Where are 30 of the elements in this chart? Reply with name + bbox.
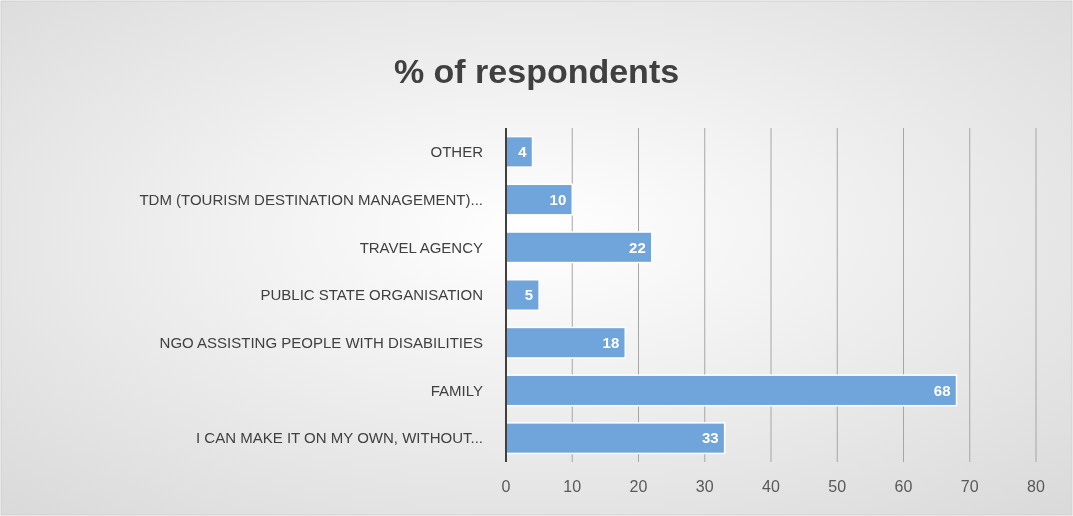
data-label: 33 xyxy=(701,429,719,447)
x-tick-label: 50 xyxy=(828,478,847,495)
x-tick-label: 0 xyxy=(501,478,511,495)
data-label: 68 xyxy=(933,381,951,399)
x-tick-label: 40 xyxy=(762,478,780,495)
x-tick-label: 30 xyxy=(695,478,714,495)
bar xyxy=(505,231,653,264)
x-tick-label: 70 xyxy=(960,478,979,495)
data-label: 22 xyxy=(629,238,646,256)
y-tick-label: FAMILY xyxy=(430,381,483,399)
y-tick-label: I CAN MAKE IT ON MY OWN, WITHOUT... xyxy=(196,429,483,447)
x-tick-label: 20 xyxy=(629,478,648,495)
x-tick-label: 80 xyxy=(1027,478,1045,495)
bar xyxy=(505,326,626,359)
y-tick-label: TRAVEL AGENCY xyxy=(359,238,483,256)
chart-title: % of respondents xyxy=(393,52,680,90)
data-label: 10 xyxy=(549,190,567,208)
bar xyxy=(505,278,540,312)
y-tick-label: OTHER xyxy=(430,143,484,161)
y-tick-label: PUBLIC STATE ORGANISATION xyxy=(260,286,483,304)
bar xyxy=(505,422,726,455)
y-tick-label: NGO ASSISTING PEOPLE WITH DISABILITIES xyxy=(159,333,483,351)
data-label: 18 xyxy=(602,333,620,351)
x-tick-label: 10 xyxy=(563,478,582,495)
x-tick-label: 60 xyxy=(894,478,913,495)
bar xyxy=(505,374,958,407)
data-label: 5 xyxy=(524,286,534,304)
y-tick-label: TDM (TOURISM DESTINATION MANAGEMENT)... xyxy=(139,190,483,208)
bar xyxy=(505,183,573,216)
data-label: 4 xyxy=(518,143,528,161)
